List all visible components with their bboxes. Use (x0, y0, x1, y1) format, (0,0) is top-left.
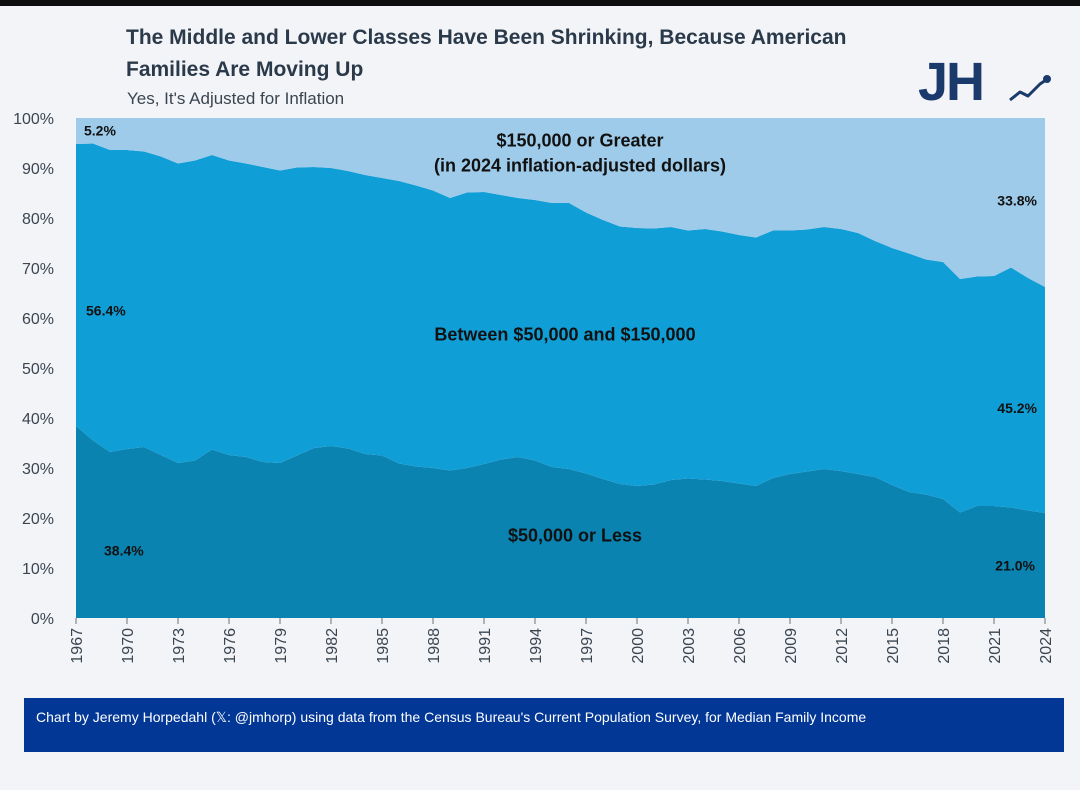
value-annotation: 56.4% (86, 303, 126, 319)
x-tick-label: 1997 (579, 628, 596, 664)
x-tick-label: 1988 (426, 628, 443, 664)
x-axis: 1967 1970 1973 1976 1979 1982 1985 1988 1991 1994… (69, 618, 1055, 664)
x-tick-label: 1967 (69, 628, 86, 664)
y-tick-label: 90% (22, 161, 54, 178)
logo-text: JH (918, 52, 983, 108)
x-tick-label: 1976 (222, 628, 239, 664)
value-annotation: 45.2% (997, 400, 1037, 416)
value-annotation: 33.8% (997, 193, 1037, 209)
y-tick-label: 30% (22, 461, 54, 478)
x-tick-label: 2009 (783, 628, 800, 664)
y-tick-label: 70% (22, 261, 54, 278)
jh-logo: JH (918, 52, 1051, 108)
x-tick-label: 1982 (324, 628, 341, 664)
x-tick-label: 1970 (120, 628, 137, 664)
y-tick-label: 50% (22, 361, 54, 378)
area-label: $50,000 or Less (508, 526, 642, 546)
area-50k-to-150k (76, 143, 1045, 513)
x-tick-label: 1991 (477, 628, 494, 664)
x-tick-label: 2003 (681, 628, 698, 664)
x-tick-label: 2015 (885, 628, 902, 664)
x-tick-label: 2012 (834, 628, 851, 664)
y-tick-label: 20% (22, 511, 54, 528)
x-tick-label: 1985 (375, 628, 392, 664)
area-150k-plus (76, 118, 1045, 287)
y-tick-label: 100% (13, 111, 54, 128)
y-axis: 0% 10% 20% 30% 40% 50% 60% 70% 80% 90% 100% (13, 111, 54, 628)
x-tick-label: 2006 (732, 628, 749, 664)
top-bar (0, 0, 1080, 6)
x-tick-label: 1979 (273, 628, 290, 664)
logo-trend-line (1009, 78, 1047, 102)
logo-trend-dot (1043, 75, 1051, 83)
y-tick-label: 40% (22, 411, 54, 428)
value-annotation: 5.2% (84, 123, 116, 139)
source-footer: Chart by Jeremy Horpedahl (𝕏: @jmhorp) u… (24, 698, 1064, 752)
chart-subtitle: Yes, It's Adjusted for Inflation (127, 89, 345, 108)
y-tick-label: 60% (22, 311, 54, 328)
value-annotation: 38.4% (104, 543, 144, 559)
stacked-area-chart: 0%10%20%30%40%50%60%70%80%90%100% 1967 19… (13, 111, 1055, 664)
y-tick-label: 80% (22, 211, 54, 228)
x-tick-label: 1973 (171, 628, 188, 664)
x-tick-label: 2024 (1038, 628, 1055, 664)
x-tick-label: 2021 (987, 628, 1004, 664)
y-tick-label: 10% (22, 561, 54, 578)
chart-title: The Middle and Lower Classes Have Been S… (126, 26, 847, 81)
value-annotation: 21.0% (995, 558, 1035, 574)
area-label: Between $50,000 and $150,000 (434, 325, 695, 345)
area-label: $150,000 or Greater (496, 131, 663, 151)
chart-labels: 5.2% 56.4% 38.4% 33.8% 45.2% 21.0% $150,000 or… (84, 123, 1038, 574)
area-label: (in 2024 inflation-adjusted dollars) (434, 156, 726, 176)
y-tick-label: 0% (31, 611, 54, 628)
x-tick-label: 2000 (630, 628, 647, 664)
x-tick-label: 1994 (528, 628, 545, 664)
chart-areas (76, 118, 1045, 618)
area-under-50k (76, 426, 1045, 618)
x-tick-label: 2018 (936, 628, 953, 664)
